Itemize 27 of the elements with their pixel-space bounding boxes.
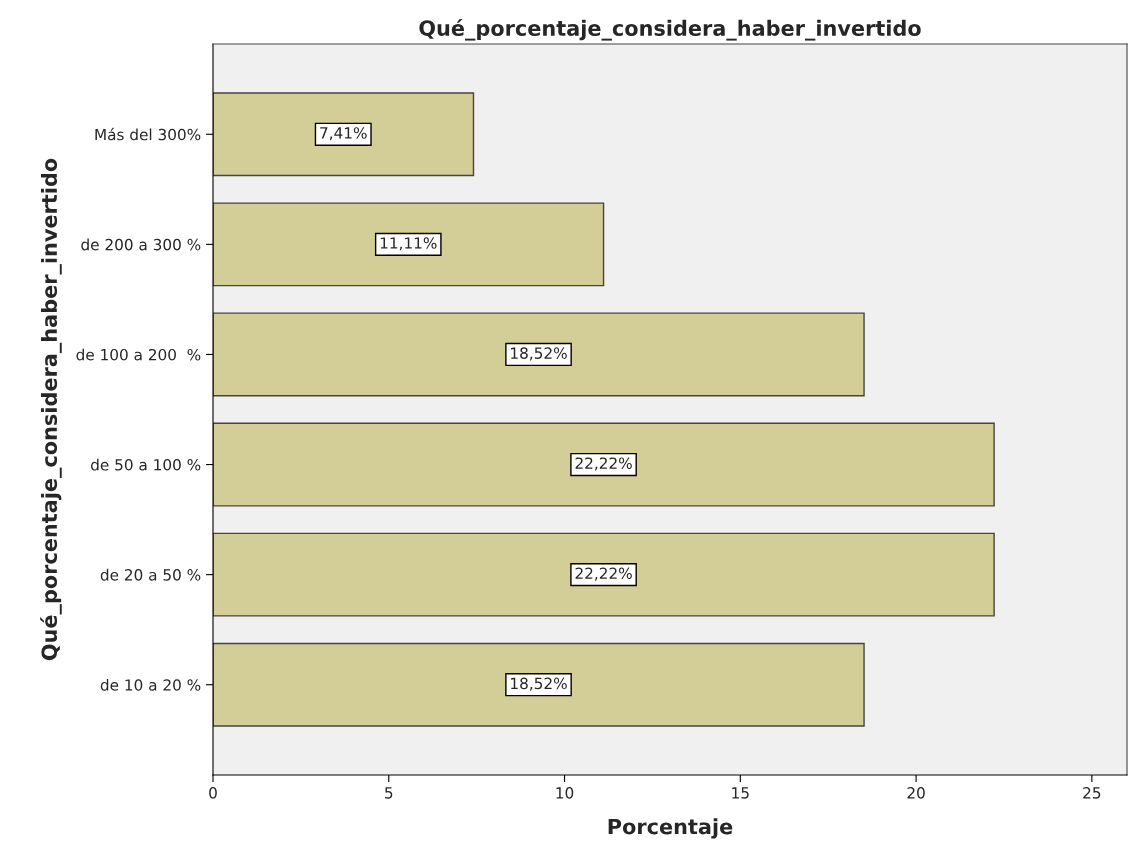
y-tick-label: Más del 300% xyxy=(95,127,201,141)
y-tick-label: de 100 a 200 % xyxy=(76,348,201,361)
bar xyxy=(213,202,605,287)
x-tick-label: 5 xyxy=(385,787,393,799)
x-tick-label: 25 xyxy=(1083,787,1101,799)
bar xyxy=(213,532,995,617)
data-label: 22,22% xyxy=(575,457,632,471)
bar xyxy=(213,642,865,727)
y-tick-label: de 200 a 300 % xyxy=(81,238,201,251)
x-tick-label: 15 xyxy=(732,787,749,799)
data-label: 18,52% xyxy=(511,347,567,361)
data-label: 18,52% xyxy=(511,677,567,691)
x-axis-title: Porcentaje xyxy=(608,818,733,839)
y-tick-label: de 10 a 20 % xyxy=(100,678,201,691)
y-axis-title: Qué_porcentaje_considera_haber_invertido xyxy=(40,158,62,661)
bar xyxy=(213,422,995,507)
x-tick-label: 20 xyxy=(907,787,925,799)
data-label: 22,22% xyxy=(575,567,632,581)
bar xyxy=(213,312,865,397)
y-tick-label: de 50 a 100 % xyxy=(91,458,201,471)
x-tick-label: 0 xyxy=(209,787,217,799)
bar xyxy=(213,92,475,177)
x-tick-label: 10 xyxy=(556,787,574,799)
chart-title: Qué_porcentaje_considera_haber_invertido xyxy=(419,19,921,41)
data-label: 11,11% xyxy=(380,237,437,251)
data-label: 7,41% xyxy=(320,127,367,141)
y-tick-label: de 20 a 50 % xyxy=(100,568,201,581)
